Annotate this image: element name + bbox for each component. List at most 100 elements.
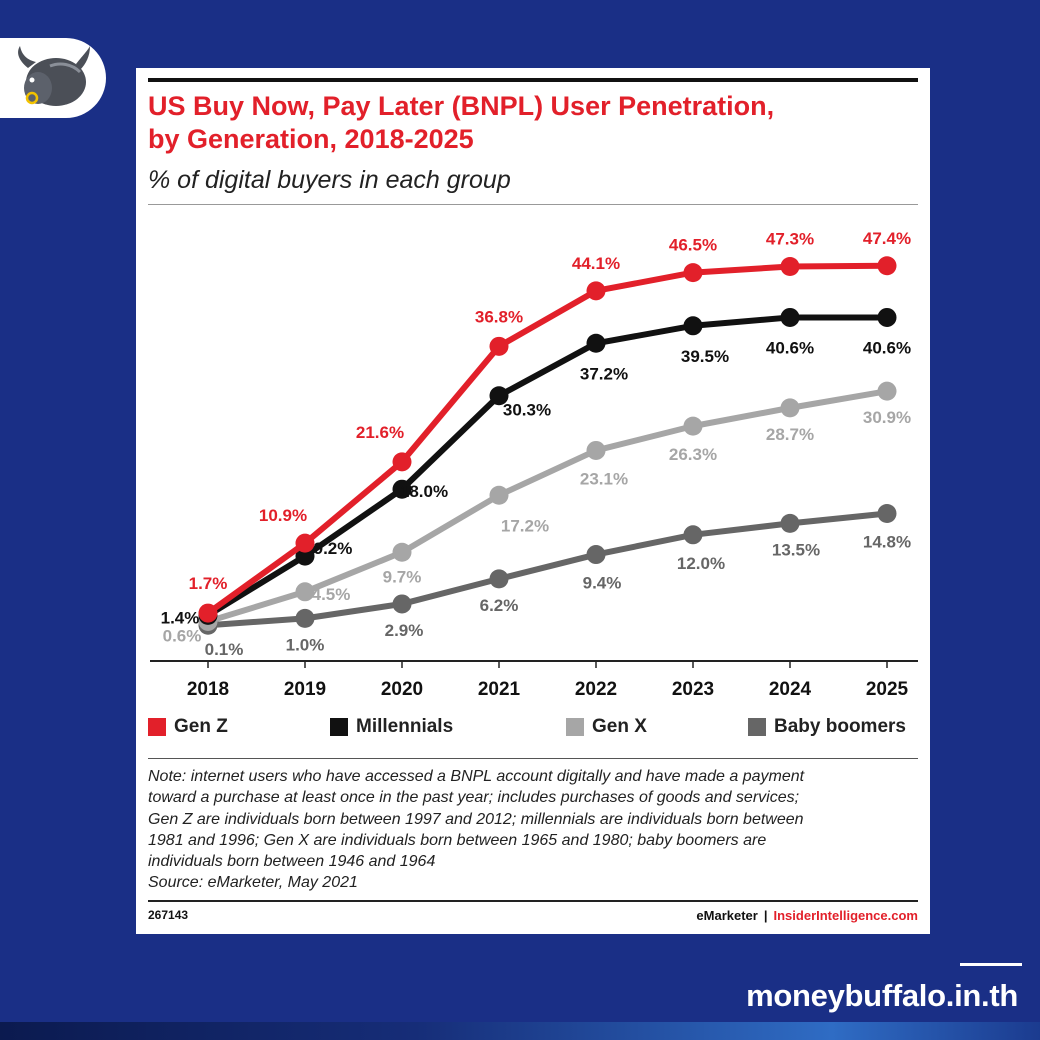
x-tick-label: 2025 [866,679,909,700]
data-label-baby-boomers: 13.5% [772,540,820,559]
chart-title: US Buy Now, Pay Later (BNPL) User Penetr… [148,90,908,156]
chart-title-line-1: US Buy Now, Pay Later (BNPL) User Penetr… [148,91,775,121]
series-line-gen-x [207,388,888,625]
data-point-baby-boomers [295,608,315,628]
chart-note: Note: internet users who have accessed a… [148,766,920,894]
legend-swatch-baby-boomers [748,718,766,736]
logo-badge [0,38,106,118]
source-line: Source: eMarketer, May 2021 [148,874,358,892]
data-point-gen-z [780,257,800,277]
note-line: Gen Z are individuals born between 1997 … [148,810,804,828]
data-point-gen-z [586,281,606,301]
data-label-gen-z: 10.9% [259,506,307,525]
data-point-gen-z [877,256,897,276]
data-label-gen-z: 36.8% [475,307,523,326]
data-label-gen-z: 21.6% [356,423,404,442]
note-line: toward a purchase at least once in the p… [148,789,800,807]
data-label-millennials: 40.6% [766,338,814,357]
data-point-millennials [683,316,703,336]
data-label-gen-x: 30.9% [863,408,911,427]
chart-subtitle: % of digital buyers in each group [148,166,511,194]
data-label-millennials: 9.2% [314,539,353,558]
legend-item-gen-z: Gen Z [148,716,228,738]
data-label-gen-x: 17.2% [501,516,549,535]
series-line-gen-z [206,262,888,616]
data-label-gen-z: 47.4% [863,229,911,248]
legend-item-gen-x: Gen X [566,716,647,738]
data-point-gen-x [877,381,897,401]
series-line-baby-boomers [207,510,888,629]
data-label-gen-x: 28.7% [766,425,814,444]
data-point-baby-boomers [780,513,800,533]
legend-label-gen-x: Gen X [592,716,647,737]
note-line: Note: internet users who have accessed a… [148,768,805,785]
legend-swatch-gen-z [148,718,166,736]
legend-rule [148,758,918,759]
footer-rule [148,900,918,902]
site-rule [960,963,1022,966]
data-label-millennials: 30.3% [503,401,551,420]
data-point-gen-x [780,398,800,418]
data-label-gen-z: 44.1% [572,254,620,273]
data-label-gen-x: 9.7% [383,567,422,586]
data-point-gen-z [392,452,412,472]
data-label-millennials: 1.4% [161,608,200,627]
site-name[interactable]: moneybuffalo.in.th [746,978,1018,1013]
data-label-baby-boomers: 14.8% [863,533,911,552]
data-label-baby-boomers: 2.9% [385,621,424,640]
legend-item-millennials: Millennials [330,716,453,738]
data-point-baby-boomers [586,545,606,565]
brand-insider-intelligence[interactable]: InsiderIntelligence.com [773,908,919,923]
legend-label-gen-z: Gen Z [174,716,228,737]
top-rule [148,78,918,82]
data-point-gen-x [295,582,315,602]
data-point-gen-x [683,416,703,436]
data-point-gen-z [683,263,703,283]
data-point-millennials [392,479,412,499]
chart-id: 267143 [148,908,189,922]
data-label-gen-x: 4.5% [312,585,351,604]
brand-separator: | [763,908,768,923]
data-label-gen-z: 47.3% [766,230,814,249]
data-point-gen-x [489,485,509,505]
data-point-gen-x [392,542,412,562]
brand-emarketer: eMarketer [696,908,758,923]
data-point-millennials [877,307,897,327]
data-point-gen-z [489,336,509,356]
legend-label-baby-boomers: Baby boomers [774,716,906,737]
series-line-millennials [206,314,887,618]
data-point-millennials [489,386,509,406]
x-tick-label: 2022 [575,679,617,700]
legend-swatch-millennials [330,718,348,736]
subtitle-rule [148,204,918,205]
data-label-baby-boomers: 12.0% [677,554,725,573]
data-point-baby-boomers [683,525,703,545]
data-label-baby-boomers: 0.1% [205,640,244,659]
data-label-gen-z: 1.7% [189,574,228,593]
data-label-millennials: 39.5% [681,347,729,366]
x-tick-label: 2021 [478,679,521,700]
x-tick-label: 2018 [187,679,229,700]
legend-item-baby-boomers: Baby boomers [748,716,906,738]
x-tick-label: 2024 [769,679,812,700]
x-tick-label: 2023 [672,679,714,700]
note-line: 1981 and 1996; Gen X are individuals bor… [148,831,767,849]
legend-label-millennials: Millennials [356,716,454,737]
data-label-gen-x: 26.3% [669,445,717,464]
x-tick-label: 2019 [284,679,326,700]
data-point-baby-boomers [392,594,412,614]
legend-swatch-gen-x [566,718,584,736]
line-chart: 2018 2019 2020 2021 2022 2023 2024 2025 1.7% 10.… [150,229,918,700]
x-tick-label: 2020 [381,679,423,700]
note-line: individuals born between 1946 and 1964 [148,853,436,871]
data-point-baby-boomers [489,569,509,589]
data-point-gen-z [198,603,218,623]
data-label-gen-z: 46.5% [669,236,717,255]
data-label-baby-boomers: 1.0% [286,635,325,654]
legend: Gen Z Millennials Gen X Baby boomers [148,716,920,740]
data-point-gen-z [295,533,315,553]
data-label-gen-x: 23.1% [580,469,628,488]
data-label-millennials: 40.6% [863,338,911,357]
data-point-millennials [780,307,800,327]
data-point-gen-x [586,440,606,460]
